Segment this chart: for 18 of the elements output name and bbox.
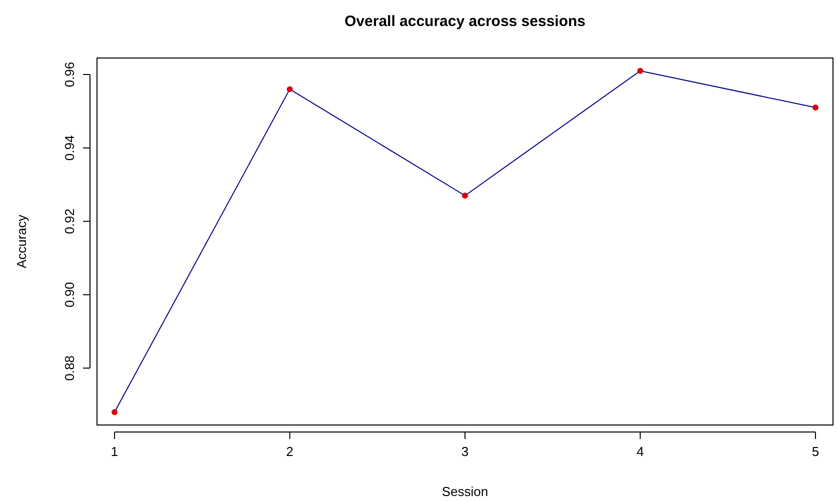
x-tick-label: 5 — [812, 444, 820, 460]
x-axis-title: Session — [442, 484, 488, 499]
y-axis-title: Accuracy — [14, 214, 29, 268]
y-tick-label: 0.90 — [62, 282, 77, 308]
x-tick-label: 1 — [110, 444, 118, 460]
x-tick-label: 4 — [636, 444, 644, 460]
point — [286, 86, 293, 92]
x-tick-label: 3 — [461, 444, 469, 460]
point — [812, 104, 818, 111]
point — [637, 68, 644, 74]
point — [112, 409, 118, 416]
y-tick-label: 0.96 — [62, 62, 77, 88]
y-tick-label: 0.88 — [62, 355, 77, 381]
y-tick-label: 0.94 — [62, 135, 77, 161]
x-tick-label: 2 — [286, 444, 294, 460]
y-tick-label: 0.92 — [62, 208, 77, 234]
chart-title: Overall accuracy across sessions — [344, 13, 586, 30]
point — [462, 192, 468, 199]
